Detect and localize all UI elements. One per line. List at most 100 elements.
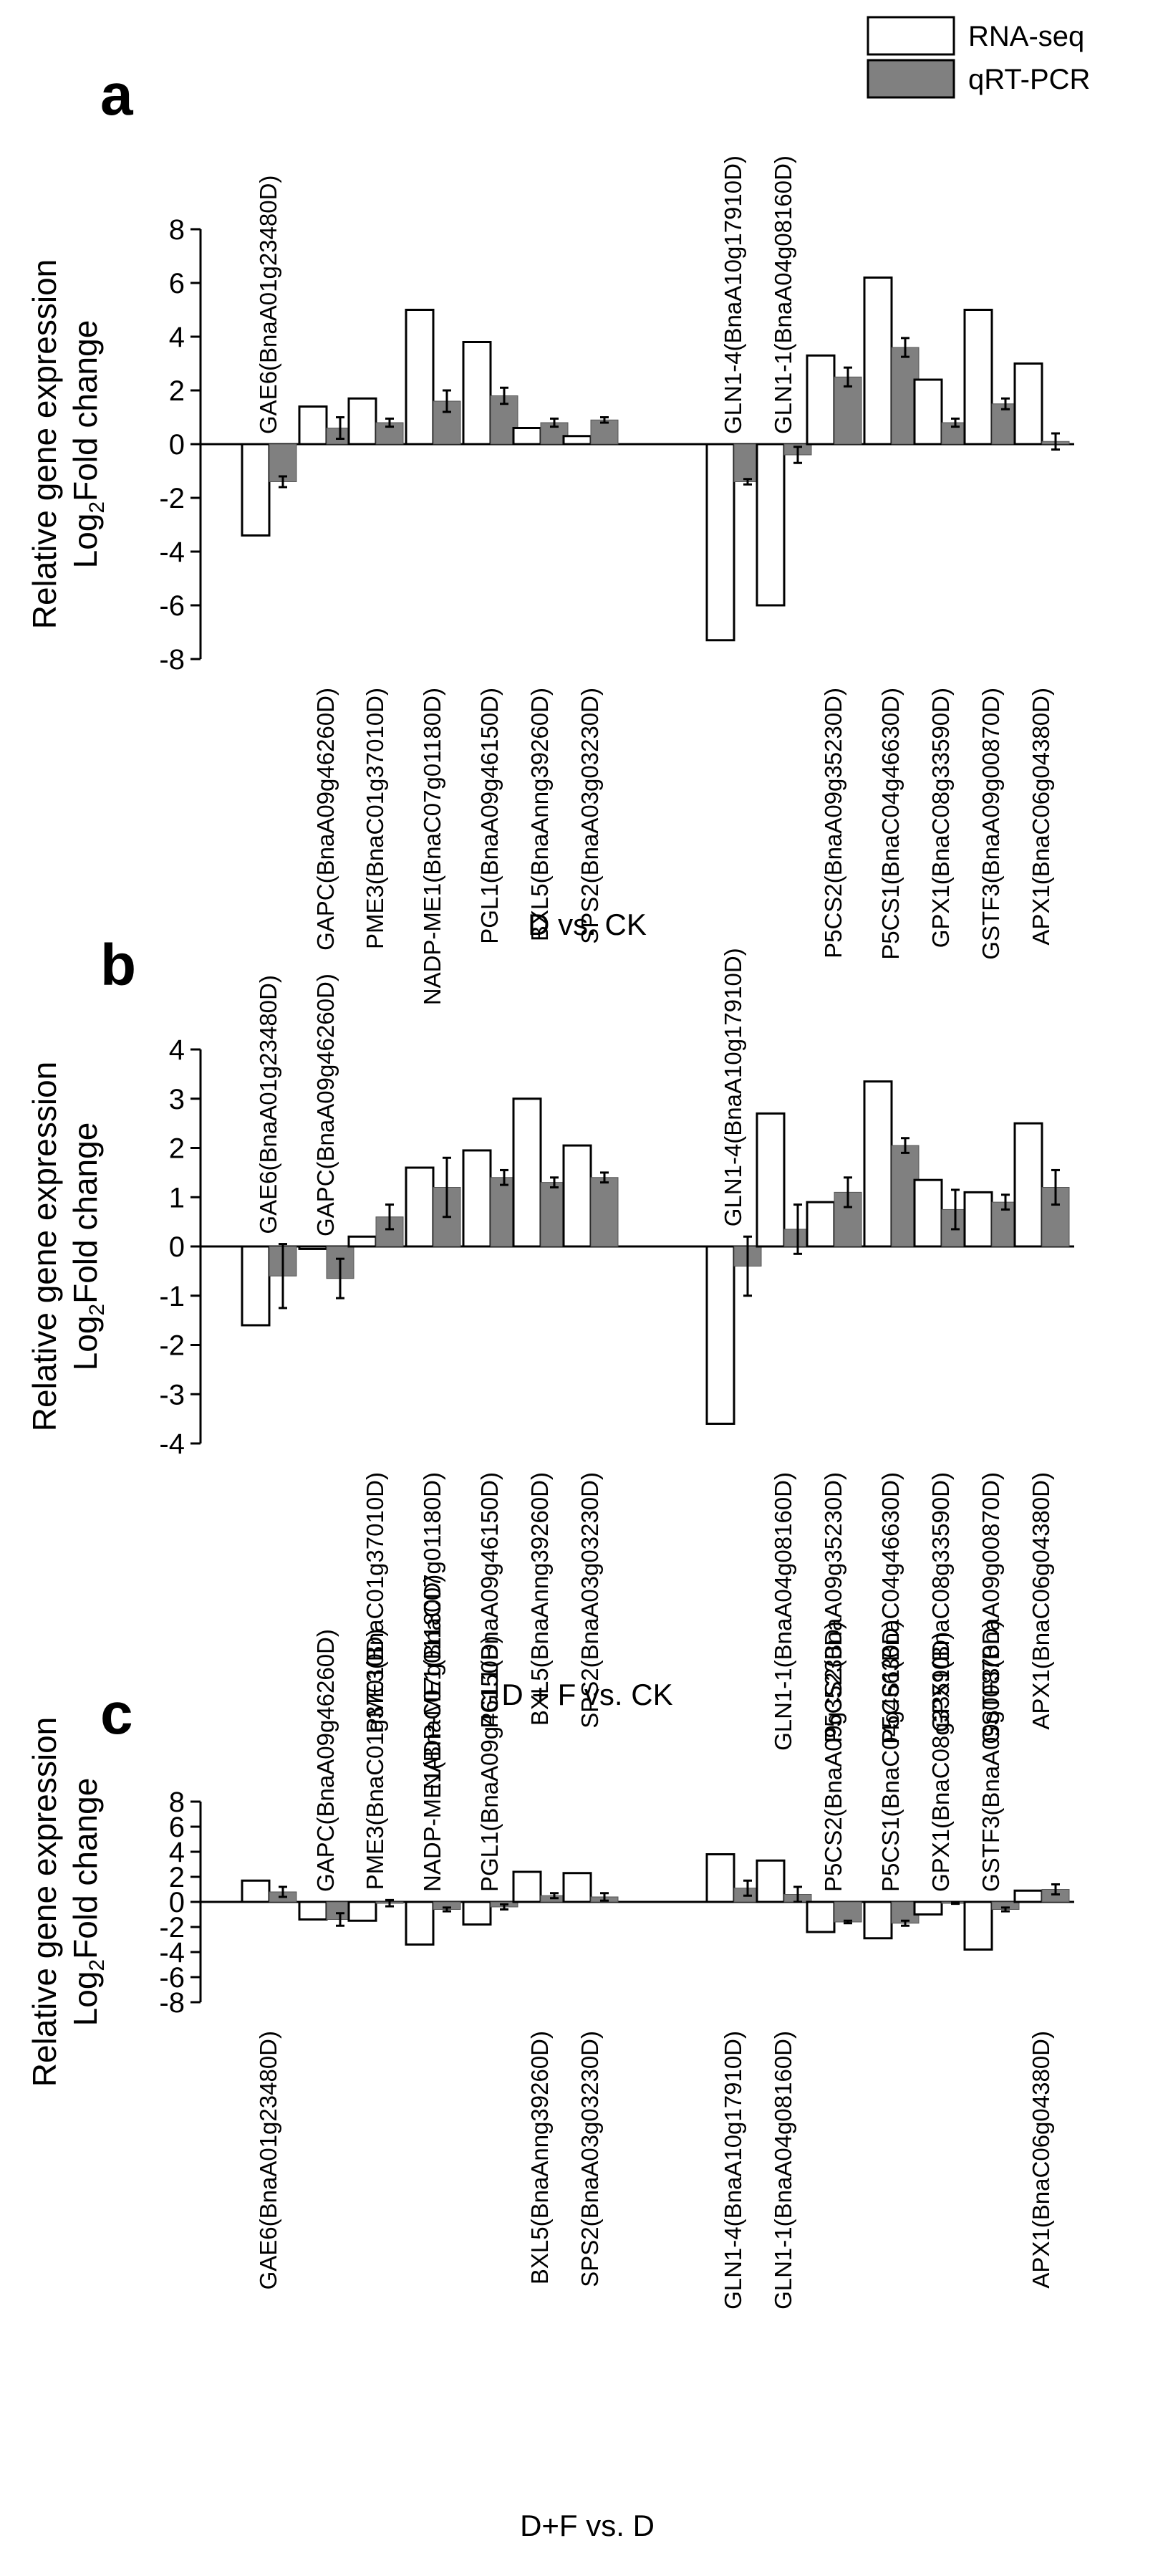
bar-rna-seq [863, 1900, 893, 1940]
bar-rna-seq [705, 1245, 735, 1425]
gene-label: GAE6(BnaA01g23480D) [255, 975, 281, 1234]
gene-label: NADP-ME1(BnaC07g01180D) [419, 1575, 445, 1892]
bar-rna-seq [298, 1245, 328, 1250]
y-tick-label: 8 [169, 1787, 185, 1818]
panel-c: c Relative gene expression Log2Fold change… [26, 1575, 1074, 2542]
gene-label: PME3(BnaC01g37010D) [362, 688, 388, 949]
y-tick-label: 4 [169, 1837, 185, 1868]
legend-rna-seq-swatch [867, 16, 955, 56]
y-tick-label: 6 [169, 268, 185, 299]
gene-label: GPX1(BnaC08g33590D) [927, 1472, 954, 1732]
y-tick-label: -4 [159, 1428, 185, 1460]
bar-rna-seq [462, 1149, 492, 1248]
y-tick-label: 6 [169, 1812, 185, 1843]
bar-rna-seq [405, 1900, 435, 1946]
legend-qrt-pcr-label: qRT-PCR [968, 64, 1090, 95]
x-axis-label: D vs. CK [528, 908, 647, 941]
gene-label: P5CS2(BnaA09g35230D) [820, 688, 846, 958]
bar-rna-seq [512, 427, 542, 446]
bar-qrt-pcr [834, 376, 862, 445]
y-tick-label: 1 [169, 1182, 185, 1213]
bar-rna-seq [462, 341, 492, 446]
bar-rna-seq [806, 354, 836, 446]
bar-rna-seq [512, 1097, 542, 1248]
gene-label: BXL5(BnaAnng39260D) [526, 688, 553, 941]
y-tick-label: 0 [169, 1231, 185, 1263]
bar-qrt-pcr [834, 1901, 862, 1923]
y-tick-label: 0 [169, 429, 185, 461]
gene-label: GAE6(BnaA01g23480D) [255, 2031, 281, 2289]
gene-label: P5CS2(BnaA09g35230D) [820, 1472, 846, 1743]
gene-label: P5CS1(BnaC04g46630D) [877, 688, 904, 960]
y-tick-label: 4 [169, 1034, 185, 1066]
y-tick-label: 4 [169, 322, 185, 353]
gene-label: PGL1(BnaA09g46150D) [476, 1472, 503, 1729]
y-tick-label: -2 [159, 483, 185, 514]
gene-label: GLN1-4(BnaA10g17910D) [720, 948, 746, 1226]
bar-rna-seq [963, 309, 993, 446]
gene-label: SPS2(BnaA03g03230D) [576, 2031, 603, 2287]
y-tick-label: -2 [159, 1912, 185, 1943]
panel-letter: a [100, 62, 134, 128]
y-tick-label: -3 [159, 1379, 185, 1410]
bar-rna-seq [756, 443, 786, 607]
gene-label: PGL1(BnaA09g46150D) [476, 1635, 503, 1892]
panel-letter: c [100, 1681, 133, 1746]
bar-rna-seq [705, 1853, 735, 1903]
gene-label: BXL5(BnaAnng39260D) [526, 2031, 553, 2284]
bar-rna-seq [405, 1166, 435, 1248]
bar-rna-seq [562, 1872, 592, 1903]
bar-rna-seq [1013, 1122, 1043, 1248]
gene-label: P5CS1(BnaC04g46630D) [877, 1620, 904, 1892]
bar-rna-seq [347, 1900, 377, 1922]
bar-rna-seq [913, 378, 943, 446]
bar-rna-seq [863, 1080, 893, 1248]
gene-label: PGL1(BnaA09g46150D) [476, 688, 503, 944]
bar-rna-seq [863, 277, 893, 446]
gene-label: SPS2(BnaA03g03230D) [576, 688, 603, 944]
gene-label: P5CS1(BnaC04g46630D) [877, 1472, 904, 1744]
gene-label: PME3(BnaC01g37010D) [362, 1628, 388, 1890]
bar-rna-seq [806, 1900, 836, 1933]
y-tick-label: -4 [159, 1937, 185, 1969]
bar-rna-seq [405, 309, 435, 446]
y-tick-label: -1 [159, 1281, 185, 1312]
bar-rna-seq [756, 1112, 786, 1248]
y-axis-label-log2: Log2Fold change [67, 320, 109, 569]
y-axis-label: Relative gene expression [26, 1062, 63, 1432]
gene-label: GAPC(BnaA09g46260D) [312, 1629, 339, 1892]
y-tick-label: -6 [159, 590, 185, 622]
gene-label: GLN1-1(BnaA04g08160D) [770, 155, 796, 434]
y-tick-label: 2 [169, 375, 185, 407]
y-tick-label: -4 [159, 537, 185, 568]
gene-label: GSTF3(BnaA09g00870D) [978, 1472, 1004, 1744]
gene-label: APX1(BnaC06g04380D) [1028, 2031, 1054, 2289]
bar-rna-seq [562, 1144, 592, 1248]
legend-rna-seq-label: RNA-seq [968, 21, 1084, 52]
legend-qrt-pcr-swatch [867, 59, 955, 99]
gene-label: GPX1(BnaC08g33590D) [927, 688, 954, 948]
y-tick-label: -2 [159, 1330, 185, 1362]
y-tick-label: 3 [169, 1084, 185, 1115]
panel-a: a Relative gene expression Log2Fold change… [26, 62, 1074, 1005]
gene-label: GSTF3(BnaA09g00870D) [978, 1620, 1004, 1892]
bar-rna-seq [806, 1201, 836, 1248]
y-tick-label: -8 [159, 1987, 185, 2019]
y-tick-label: -8 [159, 644, 185, 676]
panel-b: b Relative gene expression Log2Fold change… [26, 933, 1074, 1789]
bar-rna-seq [963, 1191, 993, 1248]
bar-rna-seq [512, 1870, 542, 1903]
gene-label: GPX1(BnaC08g33590D) [927, 1632, 954, 1892]
gene-label: NADP-ME1(BnaC07g01180D) [419, 688, 445, 1005]
bar-rna-seq [241, 1245, 271, 1327]
gene-label: GLN1-1(BnaA04g08160D) [770, 1472, 796, 1751]
bar-qrt-pcr [590, 1177, 619, 1247]
y-tick-label: 0 [169, 1887, 185, 1918]
gene-label: PME3(BnaC01g37010D) [362, 1472, 388, 1734]
bar-rna-seq [298, 1900, 328, 1921]
gene-label: GAPC(BnaA09g46260D) [312, 974, 339, 1236]
y-axis-label: Relative gene expression [26, 259, 63, 630]
gene-label: GSTF3(BnaA09g00870D) [978, 688, 1004, 960]
